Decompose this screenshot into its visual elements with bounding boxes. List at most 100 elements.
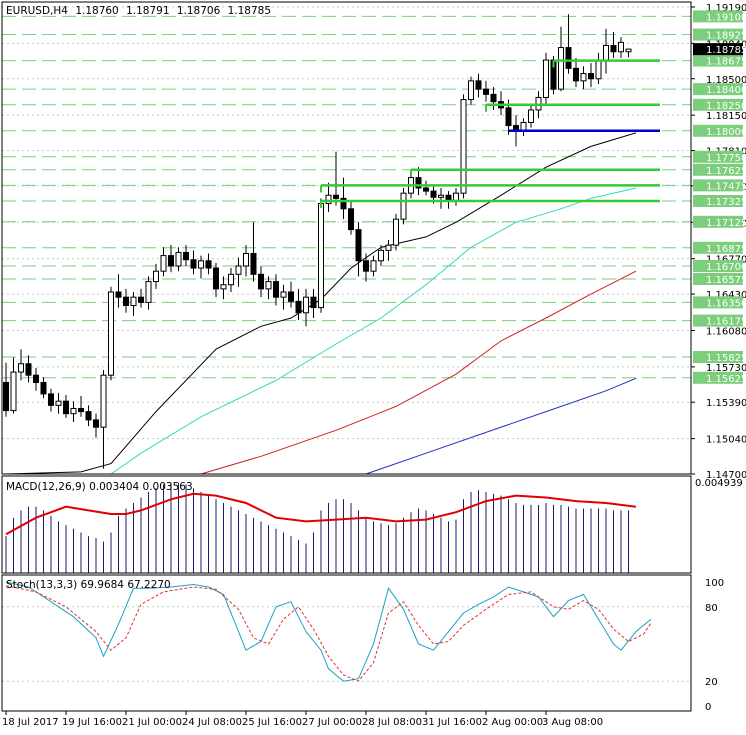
level-label-badge [693, 259, 743, 272]
candle [198, 255, 204, 279]
candle [528, 104, 534, 128]
symbol-label: EURUSD,H4 [6, 5, 68, 17]
level-label: 1.16875 [706, 244, 746, 255]
chart-header: EURUSD,H4 1.18760 1.18791 1.18706 1.1878… [6, 5, 271, 17]
candle [153, 263, 159, 289]
candle [100, 369, 107, 469]
candle-body [603, 44, 609, 61]
stoch-scale-label: 100 [705, 578, 724, 589]
candle-body [505, 107, 512, 127]
candle [318, 198, 324, 313]
stoch-main-line [5, 581, 652, 682]
candle-body [198, 260, 204, 269]
candle [175, 247, 182, 272]
candle-body [565, 47, 572, 69]
level-label-badge [693, 54, 743, 67]
candle-body [490, 93, 497, 103]
candle-body [460, 99, 467, 194]
candle [393, 213, 399, 251]
panel-frame [1, 574, 692, 712]
time-label: 2 Aug 00:00 [482, 717, 543, 728]
candle [273, 274, 279, 306]
candle-body [213, 267, 219, 290]
candle-body [40, 381, 47, 395]
candle-body [288, 291, 294, 302]
level-label-badge [693, 150, 743, 163]
level-label-badge [693, 296, 743, 309]
candle [618, 37, 624, 58]
time-label: 27 Jul 00:00 [302, 717, 362, 728]
price-tick-label: 1.19190 [706, 3, 746, 14]
price-tick-label: 1.15390 [706, 398, 746, 409]
candle-body [483, 88, 489, 95]
stoch-signal-line [5, 585, 652, 682]
price-axis: 0.004939100802001.191901.188401.185001.1… [691, 3, 746, 713]
candle [70, 401, 77, 422]
candle-body [325, 194, 332, 205]
candle-body [423, 187, 429, 192]
candle-body [340, 197, 347, 210]
candle [370, 255, 377, 277]
level-label: 1.17475 [706, 181, 746, 192]
candle-body [48, 393, 54, 406]
candle-body [153, 270, 159, 283]
candle [625, 48, 632, 58]
candle [288, 281, 294, 308]
moving-average-line [5, 132, 637, 475]
candle-body [355, 229, 362, 262]
candle-body [378, 249, 384, 262]
level-label-badge [693, 350, 743, 363]
time-axis: 18 Jul 2017 19 Jul 16:00 21 Jul 00:00 24 Ju… [2, 711, 603, 728]
candle-body [265, 281, 272, 290]
stoch-scale-label: 20 [705, 677, 718, 688]
candle-body [190, 259, 197, 269]
candle [85, 405, 92, 427]
level-label: 1.16700 [706, 262, 746, 273]
candle-body [333, 194, 339, 199]
candle [438, 187, 444, 209]
candle [363, 253, 369, 282]
candle [280, 284, 287, 310]
candle [558, 26, 564, 92]
candle-body [250, 253, 257, 275]
candle-body [93, 419, 99, 428]
level-label: 1.16175 [706, 317, 746, 328]
level-label: 1.18925 [706, 31, 746, 42]
candle [400, 187, 407, 225]
level-label: 1.18250 [706, 101, 746, 112]
candle [468, 76, 474, 105]
candle-body [18, 363, 24, 373]
open-value: 1.18760 [75, 5, 118, 17]
moving-average-line [365, 377, 637, 475]
price-tick-label: 1.15730 [706, 363, 746, 374]
macd-panel [5, 482, 637, 573]
stoch-panel [2, 581, 691, 682]
candle-body [588, 73, 594, 80]
support-levels[interactable] [320, 59, 660, 208]
candle [3, 362, 9, 417]
candle [115, 274, 122, 308]
candle-body [205, 260, 212, 269]
moving-averages [5, 132, 637, 475]
candle [55, 392, 62, 414]
candle [18, 349, 24, 381]
time-label: 19 Jul 16:00 [62, 717, 122, 728]
candle [415, 167, 422, 196]
level-label-badge [693, 215, 743, 228]
candle-body [618, 41, 624, 53]
panel-frame [1, 1, 692, 475]
level-label: 1.15625 [706, 374, 746, 385]
candle-body [228, 273, 234, 286]
candle [588, 63, 594, 88]
level-label: 1.17750 [706, 153, 746, 164]
level-label-badge [693, 272, 743, 285]
high-value: 1.18791 [126, 5, 169, 17]
level-label-badge [693, 28, 743, 41]
candle-body [310, 296, 317, 309]
candle-body [33, 374, 39, 383]
candle [348, 201, 354, 235]
candle [573, 57, 579, 88]
candle-body [543, 59, 549, 98]
